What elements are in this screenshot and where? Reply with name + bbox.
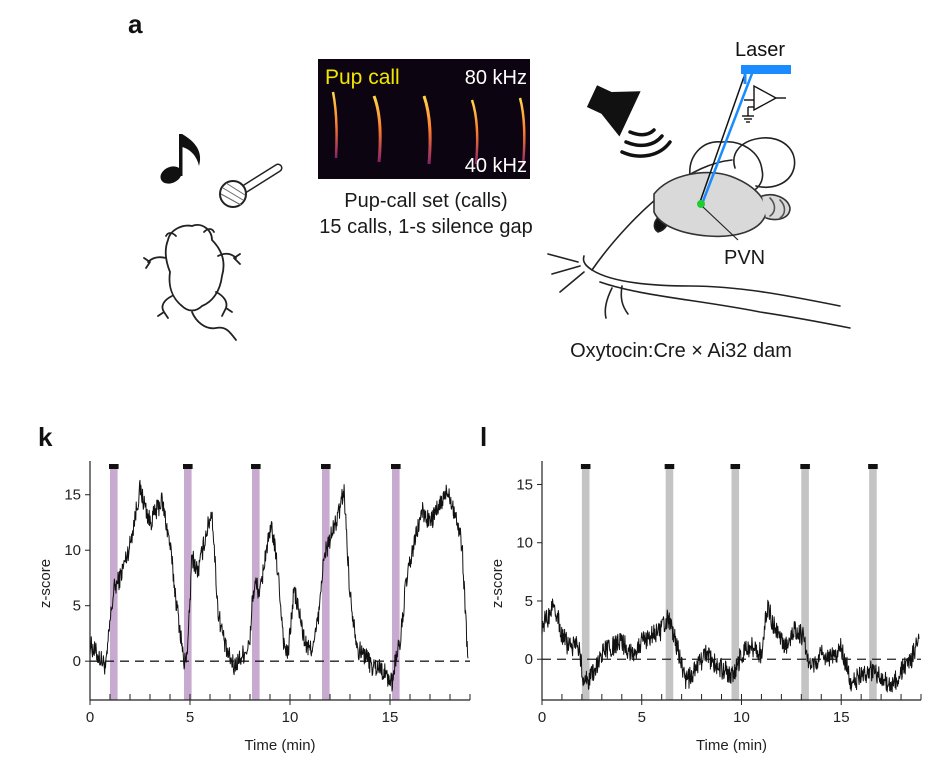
y-axis-label: z-score <box>489 559 506 608</box>
x-tick-label: 15 <box>382 709 399 726</box>
x-tick-label: 0 <box>86 709 94 726</box>
y-tick-label: 15 <box>516 476 533 493</box>
stimulus-bar <box>801 467 809 700</box>
y-tick-label: 10 <box>516 535 533 552</box>
strain-caption: Oxytocin:Cre × Ai32 dam <box>570 340 792 362</box>
pup-icon <box>143 224 241 341</box>
stimulus-bar <box>731 467 740 700</box>
y-tick-label: 0 <box>73 653 81 670</box>
x-axis-label: Time (min) <box>696 737 767 754</box>
stimulus-bar <box>869 467 877 700</box>
stimulus-marker <box>109 464 119 469</box>
laser-bar <box>741 65 791 74</box>
stimulus-marker <box>868 464 878 469</box>
spectrogram: Pup call 80 kHz 40 kHz <box>318 59 530 179</box>
panel-letter-k: k <box>38 422 53 452</box>
y-tick-label: 15 <box>64 487 81 504</box>
stimulus-marker <box>664 464 675 469</box>
spectrogram-bottom-frequency: 40 kHz <box>465 155 527 177</box>
amplifier-icon <box>742 84 786 123</box>
zscore-trace <box>541 598 920 693</box>
laser-fiber <box>699 65 791 205</box>
stimulus-marker <box>251 464 261 469</box>
panel-letter-a: a <box>128 9 143 39</box>
music-note-icon <box>160 134 201 184</box>
panel-letter-l: l <box>480 422 487 452</box>
spectrogram-label: Pup call <box>325 66 400 89</box>
x-tick-label: 15 <box>833 709 850 726</box>
pvn-label: PVN <box>724 247 765 269</box>
laser-beam <box>700 70 755 205</box>
x-axis-label: Time (min) <box>244 737 315 754</box>
stimulus-bar <box>322 467 330 700</box>
stimulus-bar <box>184 467 192 700</box>
pvn-marker <box>697 200 705 208</box>
stimulus-bar <box>665 467 674 700</box>
y-tick-label: 5 <box>525 593 533 610</box>
stimulus-bar <box>581 467 590 700</box>
spectrogram-top-frequency: 80 kHz <box>465 67 527 89</box>
y-tick-label: 10 <box>64 542 81 559</box>
chart-k: k 0 5 10 15 0 5 10 15 Time (min) z-score <box>37 422 471 754</box>
x-tick-label: 5 <box>638 709 646 726</box>
y-tick-label: 5 <box>73 598 81 615</box>
chart-l: l 0 5 10 15 0 5 10 15 Time (min) z-score <box>480 422 922 754</box>
stimulus-bar <box>392 467 400 700</box>
x-tick-label: 10 <box>282 709 299 726</box>
mouse-head-icon <box>547 137 851 329</box>
stimulus-marker <box>391 464 401 469</box>
stimulus-caption-line2: 15 calls, 1-s silence gap <box>319 216 532 238</box>
stimulus-caption-line1: Pup-call set (calls) <box>344 190 507 212</box>
x-tick-label: 5 <box>186 709 194 726</box>
spectrogram-streaks <box>331 91 526 167</box>
y-axis-label: z-score <box>37 559 54 608</box>
speaker-icon <box>586 85 672 158</box>
laser-label: Laser <box>735 39 785 61</box>
y-tick-label: 0 <box>525 651 533 668</box>
zscore-trace <box>89 479 469 692</box>
stimulus-marker <box>321 464 331 469</box>
x-tick-label: 0 <box>538 709 546 726</box>
stimulus-marker <box>730 464 741 469</box>
stimulus-marker <box>800 464 810 469</box>
stimulus-marker <box>183 464 193 469</box>
x-tick-label: 10 <box>733 709 750 726</box>
stimulus-marker <box>580 464 591 469</box>
microphone-icon <box>219 163 283 208</box>
